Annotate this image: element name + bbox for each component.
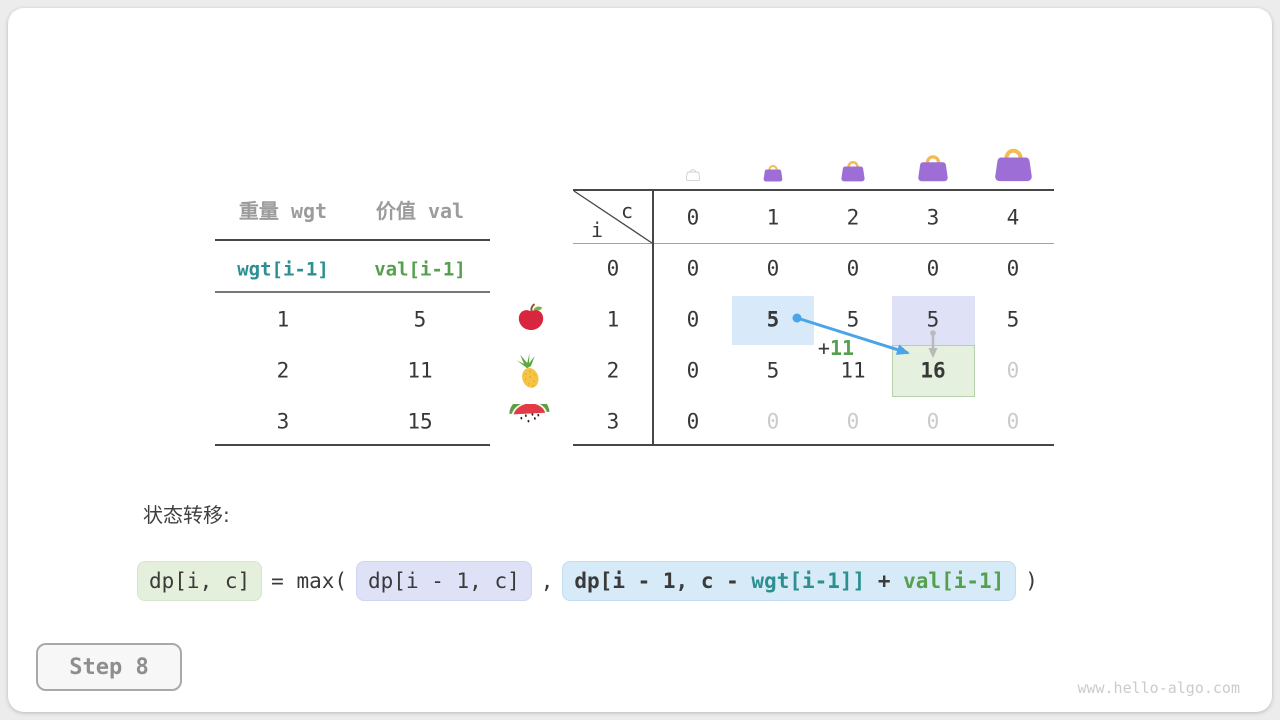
items-index-wgt: wgt[i-1] xyxy=(237,258,329,281)
item-2-weight: 2 xyxy=(276,358,290,383)
apple-icon xyxy=(518,303,544,330)
dp-cell-3-0: 0 xyxy=(686,409,700,434)
dp-table-header-rule xyxy=(573,243,1054,244)
state-transition-formula: dp[i, c] = max( dp[i - 1, c] , dp[i - 1,… xyxy=(137,561,1038,601)
dp-row-header-1: 1 xyxy=(606,307,620,332)
bag-icon-capacity-0 xyxy=(685,169,701,181)
step-badge: Step 8 xyxy=(36,643,182,691)
formula-keep-term: dp[i - 1, c] xyxy=(356,561,532,601)
dp-corner-col-var: c xyxy=(620,199,634,223)
item-1-value: 5 xyxy=(413,307,427,332)
formula-add-wgt: wgt[i-1]] xyxy=(751,569,866,593)
bag-icon-capacity-2 xyxy=(841,160,865,182)
watermelon-icon xyxy=(509,404,550,423)
item-3-value: 15 xyxy=(407,409,433,434)
bag-icon-capacity-3 xyxy=(918,155,948,182)
dp-cell-3-2: 0 xyxy=(846,409,860,434)
dp-cell-0-3: 0 xyxy=(926,256,940,281)
dp-cell-0-2: 0 xyxy=(846,256,860,281)
dp-cell-0-0: 0 xyxy=(686,256,700,281)
dp-cell-1-1: 5 xyxy=(766,307,780,332)
dp-row-header-2: 2 xyxy=(606,358,620,383)
formula-add-val: val[i-1] xyxy=(903,569,1005,593)
dp-cell-3-1: 0 xyxy=(766,409,780,434)
dp-cell-2-2: 11 xyxy=(840,358,866,383)
items-table-bottom-rule xyxy=(215,444,490,446)
dp-cell-3-3: 0 xyxy=(926,409,940,434)
bag-icon-capacity-1 xyxy=(763,165,783,182)
dp-col-header-0: 0 xyxy=(686,205,700,230)
dp-cell-2-4: 0 xyxy=(1006,358,1020,383)
item-3-weight: 3 xyxy=(276,409,290,434)
added-value: 11 xyxy=(829,336,855,360)
figure-card xyxy=(8,8,1272,712)
watermark: www.hello-algo.com xyxy=(1077,679,1240,697)
formula-comma: , xyxy=(540,569,554,593)
plus-sign: + xyxy=(817,336,830,360)
dp-cell-2-1: 5 xyxy=(766,358,780,383)
dp-cell-1-0: 0 xyxy=(686,307,700,332)
dp-cell-1-3: 5 xyxy=(926,307,940,332)
items-col-header-value: 价值 val xyxy=(375,199,465,223)
formula-close-paren: ) xyxy=(1025,569,1038,593)
pineapple-icon xyxy=(516,353,539,388)
items-index-val: val[i-1] xyxy=(374,258,466,281)
step-badge-label: Step 8 xyxy=(69,654,149,680)
dp-table-bottom-rule xyxy=(573,444,1054,446)
transition-add-annotation: +11 xyxy=(818,338,854,358)
bag-icon-capacity-4 xyxy=(995,148,1032,182)
dp-col-header-4: 4 xyxy=(1006,205,1020,230)
dp-col-header-2: 2 xyxy=(846,205,860,230)
items-table-mid-rule xyxy=(215,291,490,293)
item-1-weight: 1 xyxy=(276,307,290,332)
dp-table-vertical-rule xyxy=(652,189,654,446)
dp-cell-3-4: 0 xyxy=(1006,409,1020,434)
formula-add-prefix: dp[i - 1, c - xyxy=(574,569,752,593)
dp-cell-1-2: 5 xyxy=(846,307,860,332)
formula-add-term: dp[i - 1, c - wgt[i-1]] + val[i-1] xyxy=(562,561,1017,601)
items-table-top-rule xyxy=(215,239,490,241)
dp-cell-1-4: 5 xyxy=(1006,307,1020,332)
formula-target-term: dp[i, c] xyxy=(137,561,263,601)
dp-cell-0-4: 0 xyxy=(1006,256,1020,281)
dp-row-header-3: 3 xyxy=(606,409,620,434)
dp-col-header-3: 3 xyxy=(926,205,940,230)
dp-corner-row-var: i xyxy=(590,218,604,242)
dp-cell-2-0: 0 xyxy=(686,358,700,383)
dp-table-top-rule xyxy=(573,189,1054,191)
state-transition-label: 状态转移: xyxy=(143,503,230,527)
formula-add-plus: + xyxy=(865,569,904,593)
formula-eq-max: = max( xyxy=(271,569,348,593)
dp-row-header-0: 0 xyxy=(606,256,620,281)
item-2-value: 11 xyxy=(407,358,433,383)
dp-cell-0-1: 0 xyxy=(766,256,780,281)
dp-col-header-1: 1 xyxy=(766,205,780,230)
items-col-header-weight: 重量 wgt xyxy=(238,199,328,223)
dp-cell-2-3: 16 xyxy=(920,358,946,383)
